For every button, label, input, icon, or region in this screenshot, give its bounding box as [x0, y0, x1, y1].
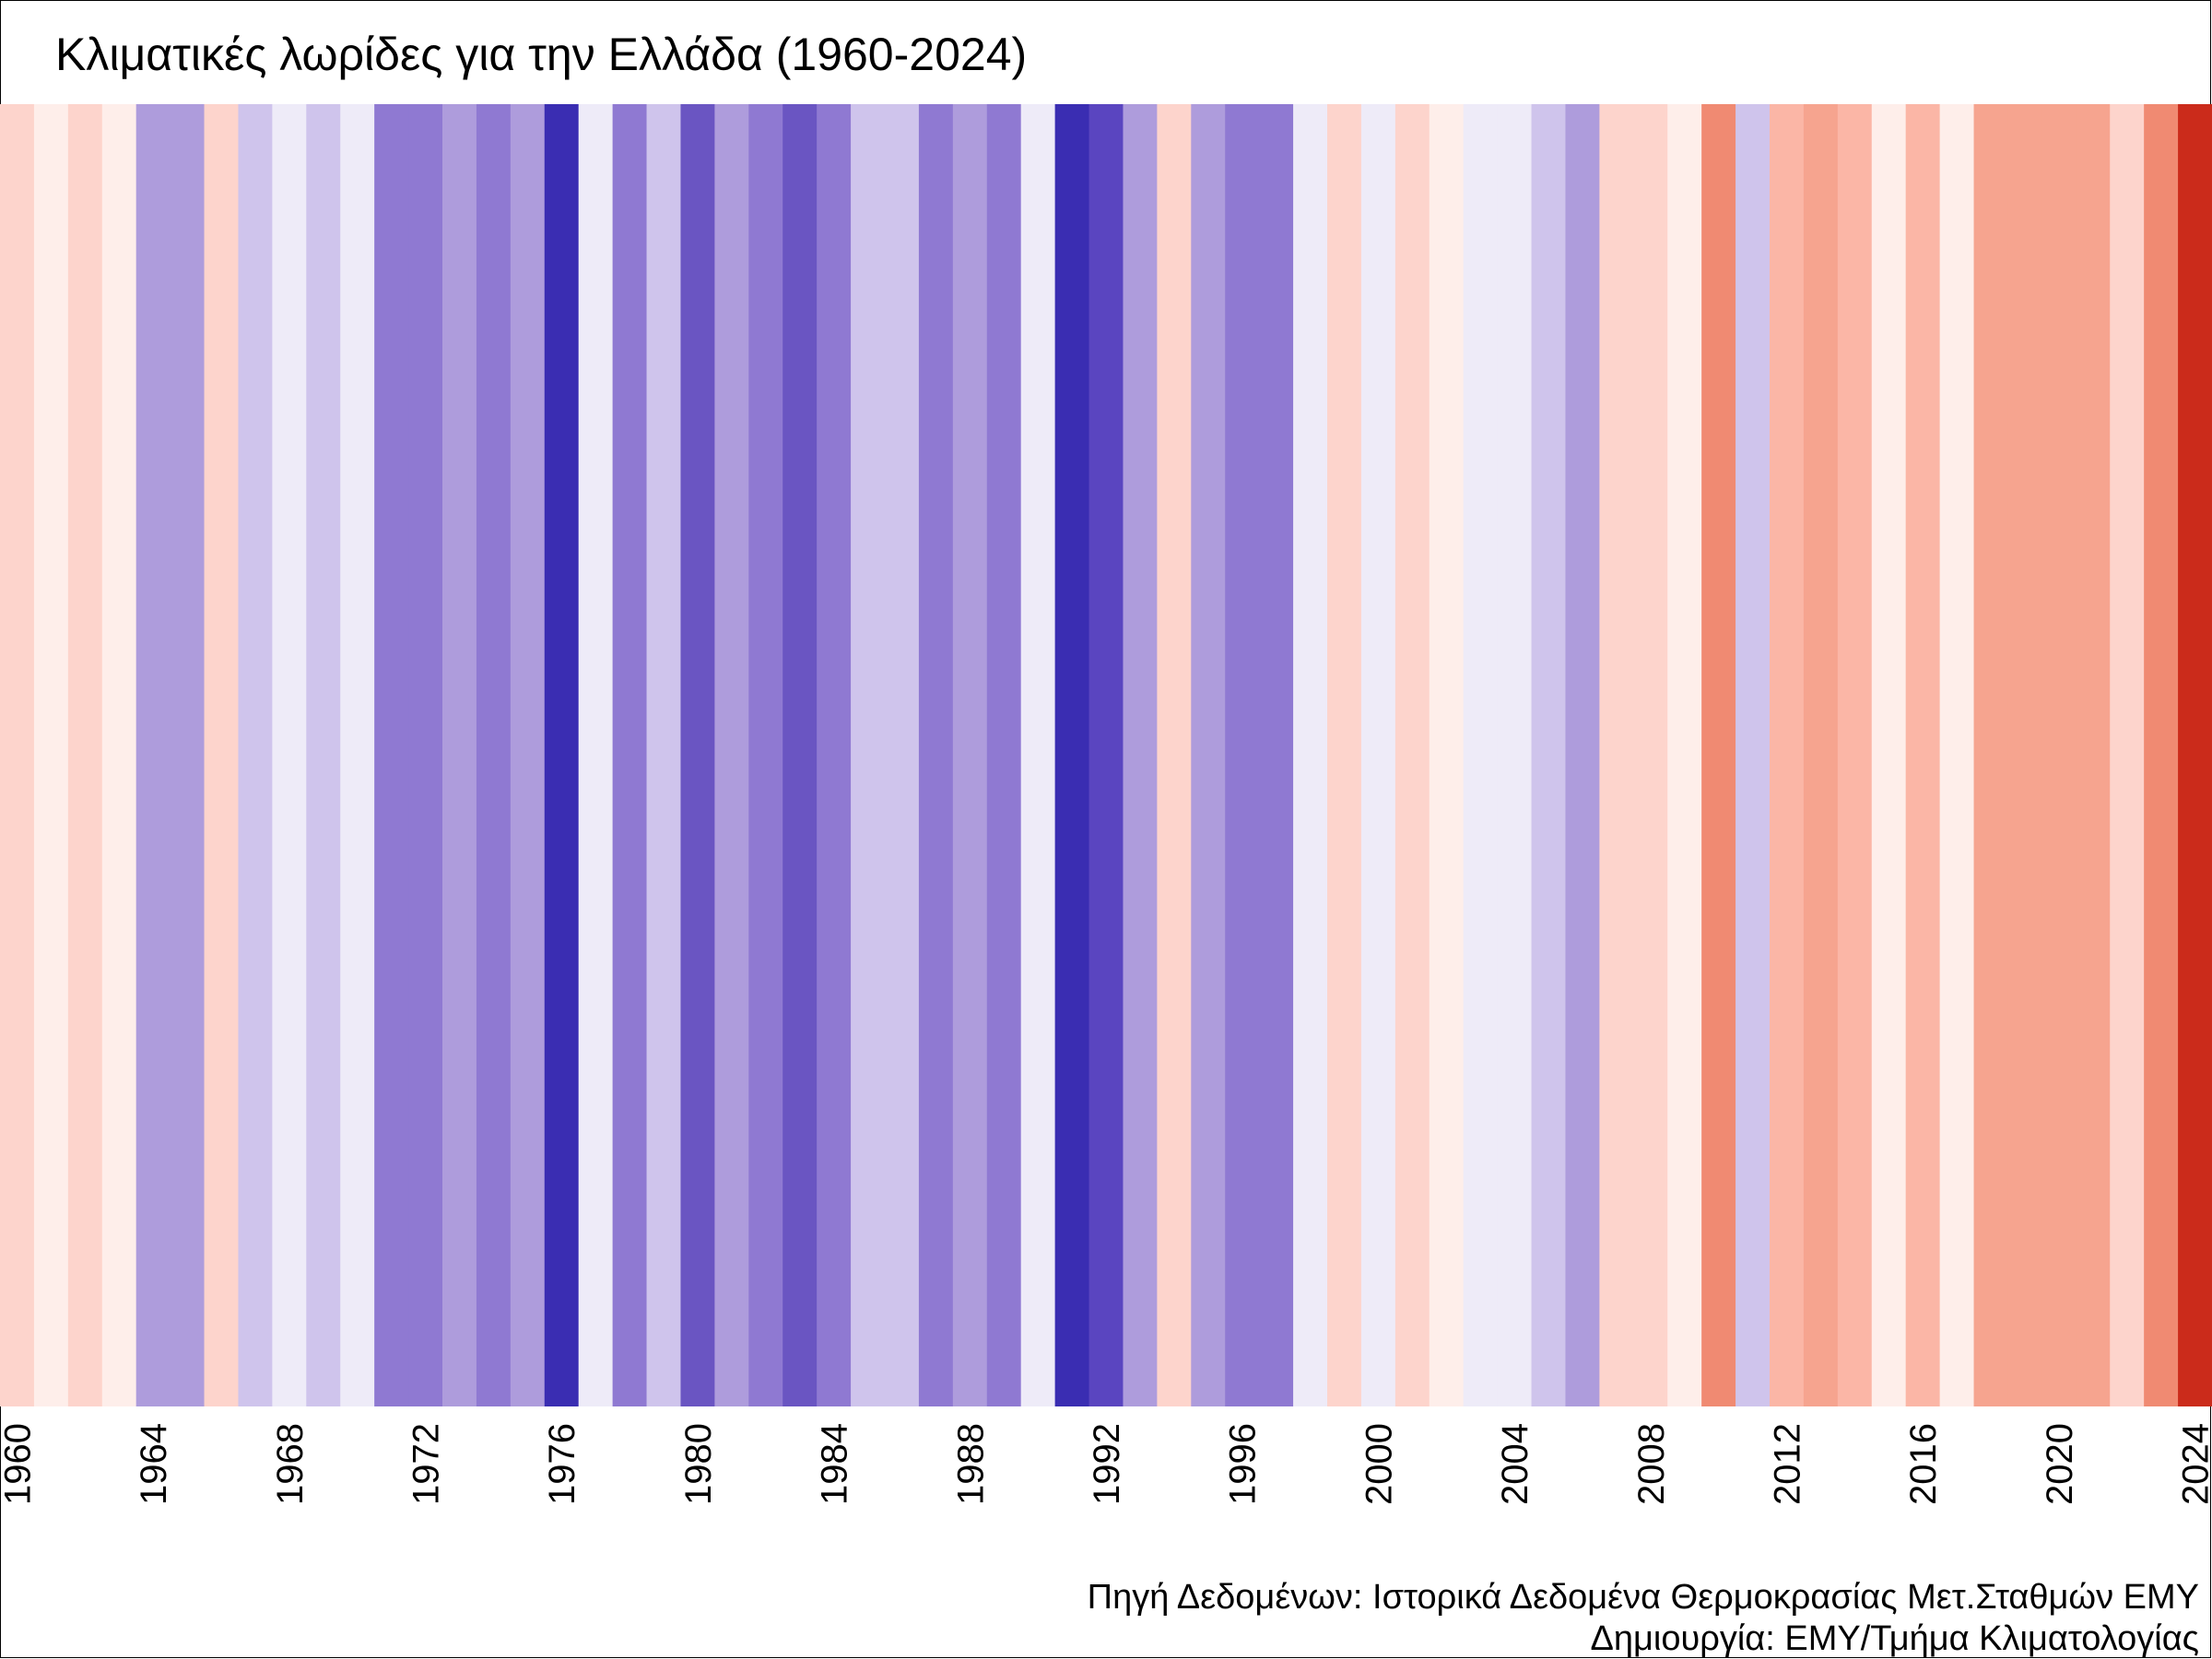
x-tick-label: 1972	[406, 1423, 447, 1505]
stripe-2008	[1633, 104, 1668, 1406]
x-tick-label: 1976	[542, 1423, 582, 1505]
stripe-1985	[851, 104, 886, 1406]
stripe-2017	[1939, 104, 1975, 1406]
stripe-1991	[1054, 104, 1090, 1406]
stripe-1962	[67, 104, 103, 1406]
stripe-1961	[33, 104, 69, 1406]
x-tick-label: 1984	[815, 1423, 855, 1505]
x-tick-label: 2016	[1903, 1423, 1944, 1505]
x-tick-label: 2004	[1495, 1423, 1535, 1505]
stripe-2009	[1667, 104, 1702, 1406]
stripe-1996	[1225, 104, 1260, 1406]
stripe-2011	[1735, 104, 1771, 1406]
x-tick-label: 2008	[1631, 1423, 1672, 1505]
stripe-1988	[952, 104, 988, 1406]
stripe-1997	[1259, 104, 1294, 1406]
stripe-2013	[1803, 104, 1839, 1406]
stripe-2003	[1463, 104, 1499, 1406]
stripe-2005	[1531, 104, 1567, 1406]
stripe-2024	[2178, 104, 2212, 1406]
x-tick-label: 1992	[1087, 1423, 1127, 1505]
stripe-1967	[238, 104, 273, 1406]
stripe-1974	[476, 104, 512, 1406]
stripe-1972	[408, 104, 443, 1406]
x-tick-label: 1988	[950, 1423, 991, 1505]
stripe-1978	[612, 104, 648, 1406]
stripe-2022	[2110, 104, 2145, 1406]
stripe-2006	[1565, 104, 1600, 1406]
stripe-2019	[2007, 104, 2042, 1406]
stripe-1980	[680, 104, 715, 1406]
stripe-2000	[1360, 104, 1396, 1406]
stripe-1970	[340, 104, 375, 1406]
x-tick-label: 2012	[1767, 1423, 1807, 1505]
stripe-2018	[1973, 104, 2009, 1406]
stripe-1986	[885, 104, 920, 1406]
stripe-1984	[817, 104, 852, 1406]
stripe-1989	[986, 104, 1022, 1406]
stripe-2015	[1871, 104, 1907, 1406]
stripe-2014	[1837, 104, 1873, 1406]
stripe-1982	[748, 104, 783, 1406]
stripe-2004	[1497, 104, 1533, 1406]
stripe-1964	[135, 104, 171, 1406]
stripe-1965	[170, 104, 206, 1406]
stripe-1992	[1088, 104, 1124, 1406]
stripe-1993	[1123, 104, 1158, 1406]
stripe-1960	[0, 104, 35, 1406]
stripe-2002	[1429, 104, 1465, 1406]
stripe-1963	[101, 104, 137, 1406]
x-tick-label: 2024	[2176, 1423, 2212, 1505]
stripe-1987	[918, 104, 954, 1406]
stripe-2016	[1905, 104, 1941, 1406]
x-tick-label: 2020	[2040, 1423, 2080, 1505]
stripe-1966	[204, 104, 240, 1406]
credit-caption: Δημιουργία: ΕΜΥ/Τμήμα Κλιματολογίας	[1590, 1619, 2199, 1658]
stripe-2010	[1701, 104, 1736, 1406]
stripe-2020	[2041, 104, 2077, 1406]
stripe-1969	[306, 104, 341, 1406]
data-source-caption: Πηγή Δεδομένων: Ιστορικά Δεδομένα Θερμοκ…	[1087, 1578, 2199, 1617]
x-tick-label: 1964	[134, 1423, 174, 1505]
stripe-1998	[1293, 104, 1328, 1406]
stripe-1975	[510, 104, 546, 1406]
stripe-1990	[1020, 104, 1056, 1406]
stripe-1976	[544, 104, 580, 1406]
stripe-1977	[578, 104, 614, 1406]
stripe-1968	[272, 104, 307, 1406]
stripe-1979	[646, 104, 682, 1406]
stripe-2021	[2076, 104, 2111, 1406]
x-tick-label: 2000	[1359, 1423, 1399, 1505]
stripe-2007	[1599, 104, 1634, 1406]
x-tick-label: 1968	[270, 1423, 311, 1505]
chart-title: Κλιματικές λωρίδες για την Ελλάδα (1960-…	[55, 29, 1028, 80]
x-tick-label: 1996	[1223, 1423, 1264, 1505]
stripe-2001	[1394, 104, 1430, 1406]
stripe-1971	[374, 104, 409, 1406]
stripe-2023	[2144, 104, 2179, 1406]
stripe-1973	[442, 104, 477, 1406]
stripe-2012	[1770, 104, 1805, 1406]
stripe-1981	[714, 104, 749, 1406]
stripe-1999	[1327, 104, 1362, 1406]
stripe-1995	[1191, 104, 1226, 1406]
x-tick-label: 1960	[0, 1423, 38, 1505]
x-tick-label: 1980	[678, 1423, 719, 1505]
stripe-1994	[1157, 104, 1192, 1406]
stripe-1983	[782, 104, 818, 1406]
